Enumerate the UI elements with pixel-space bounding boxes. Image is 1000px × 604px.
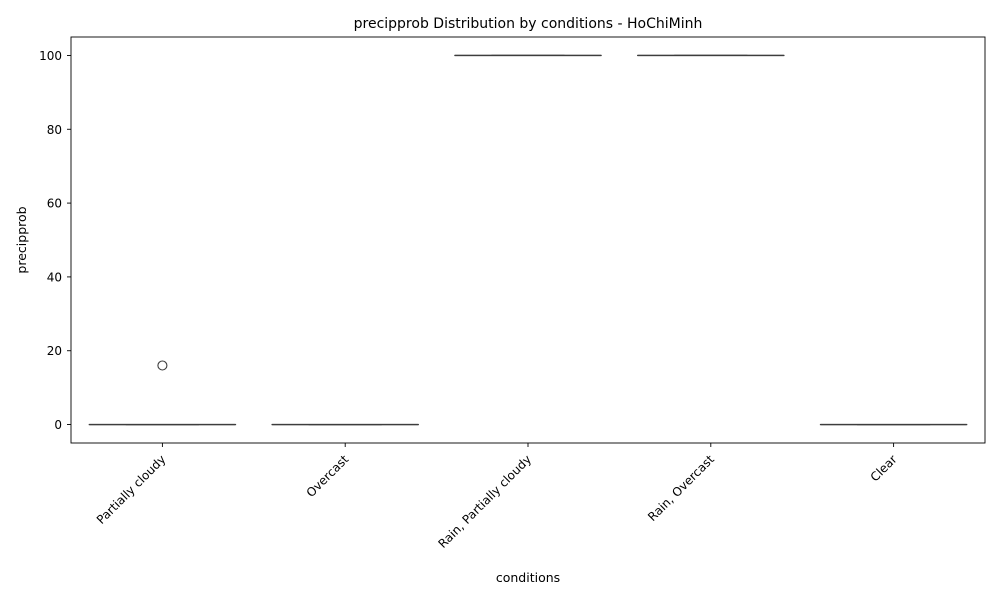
y-tick-label: 40 <box>47 270 62 284</box>
chart-title: precipprob Distribution by conditions - … <box>354 16 703 32</box>
y-tick-label: 80 <box>47 123 62 137</box>
x-axis-label: conditions <box>496 570 560 585</box>
plot-area <box>71 37 985 443</box>
y-tick-label: 60 <box>47 197 62 211</box>
x-tick-label: Clear <box>868 452 900 484</box>
y-tick-label: 20 <box>47 344 62 358</box>
x-tick-label: Overcast <box>304 452 352 500</box>
y-tick-label: 0 <box>54 418 62 432</box>
y-axis-label: precipprob <box>14 206 29 273</box>
x-tick-label: Partially cloudy <box>94 452 169 527</box>
y-tick-label: 100 <box>39 49 62 63</box>
x-tick-label: Rain, Overcast <box>645 452 717 524</box>
y-axis: 0 20 40 60 80 100 <box>39 49 71 432</box>
x-axis: Partially cloudy Overcast Rain, Partially … <box>94 443 900 551</box>
x-tick-label: Rain, Partially cloudy <box>435 452 534 551</box>
